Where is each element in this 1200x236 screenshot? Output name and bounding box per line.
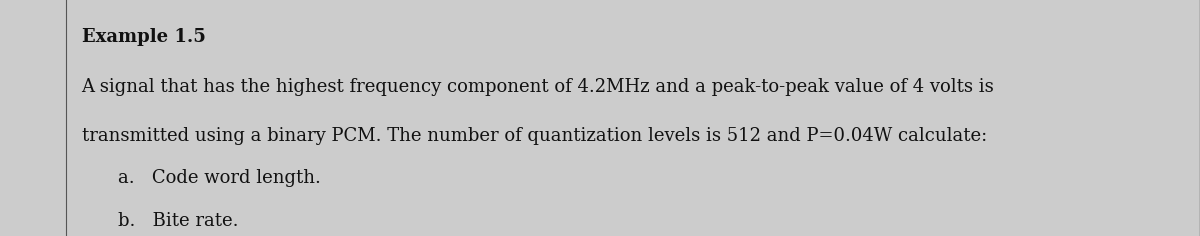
Text: A signal that has the highest frequency component of 4.2MHz and a peak-to-peak v: A signal that has the highest frequency … <box>82 78 995 96</box>
Text: Example 1.5: Example 1.5 <box>82 28 205 46</box>
Text: b.   Bite rate.: b. Bite rate. <box>118 212 238 230</box>
Text: a.   Code word length.: a. Code word length. <box>118 169 320 187</box>
Text: transmitted using a binary PCM. The number of quantization levels is 512 and P=0: transmitted using a binary PCM. The numb… <box>82 127 986 145</box>
